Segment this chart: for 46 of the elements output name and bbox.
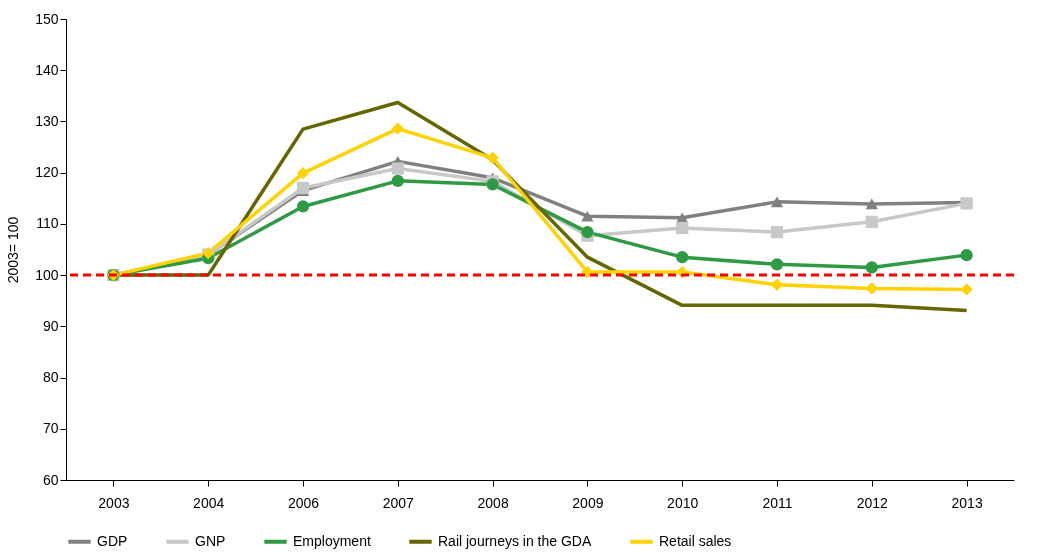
y-tick-label: 140 [35, 61, 59, 78]
x-tick-label: 2012 [856, 494, 889, 511]
point [486, 151, 499, 164]
point [581, 265, 594, 279]
y-tick-label: 120 [35, 164, 59, 181]
point [676, 221, 689, 235]
point [865, 215, 878, 228]
x-tick-label: 2007 [382, 494, 415, 511]
y-axis-title: 2003= 100 [5, 216, 22, 284]
point [960, 249, 973, 262]
point [676, 251, 689, 264]
point [391, 162, 404, 175]
point [391, 122, 404, 135]
point [581, 225, 594, 239]
y-tick-label: 80 [42, 369, 59, 386]
point [865, 261, 878, 274]
y-tick-label: 70 [42, 420, 59, 437]
x-tick-label: 2004 [193, 494, 225, 511]
y-tick-label: 60 [42, 471, 59, 488]
point [296, 167, 310, 180]
point [770, 196, 784, 208]
point [770, 225, 784, 239]
y-tick-label: 90 [42, 317, 59, 334]
x-tick-label: 2009 [572, 494, 604, 511]
point [770, 258, 784, 271]
y-tick-label: 150 [35, 10, 59, 27]
x-tick-label: 2003 [98, 494, 130, 511]
y-tick-label: 130 [35, 112, 59, 129]
legend-label: GNP [195, 532, 226, 549]
point [770, 278, 784, 291]
x-tick-label: 2013 [951, 494, 983, 511]
point [296, 181, 310, 195]
x-tick-label: 2010 [667, 494, 699, 511]
x-tick-label: 2006 [287, 494, 320, 511]
legend-label: Employment [293, 532, 371, 549]
point [865, 198, 878, 210]
y-tick-label: 110 [36, 215, 59, 232]
point [391, 174, 404, 187]
x-tick-label: 2008 [477, 494, 509, 511]
point [296, 200, 310, 213]
legend-label: GDP [97, 532, 128, 549]
legend-label: Retail sales [659, 532, 732, 549]
y-tick-label: 100 [35, 266, 59, 283]
x-tick-label: 2011 [762, 494, 793, 511]
legend-label: Rail journeys in the GDA [438, 532, 592, 549]
point [581, 210, 594, 222]
